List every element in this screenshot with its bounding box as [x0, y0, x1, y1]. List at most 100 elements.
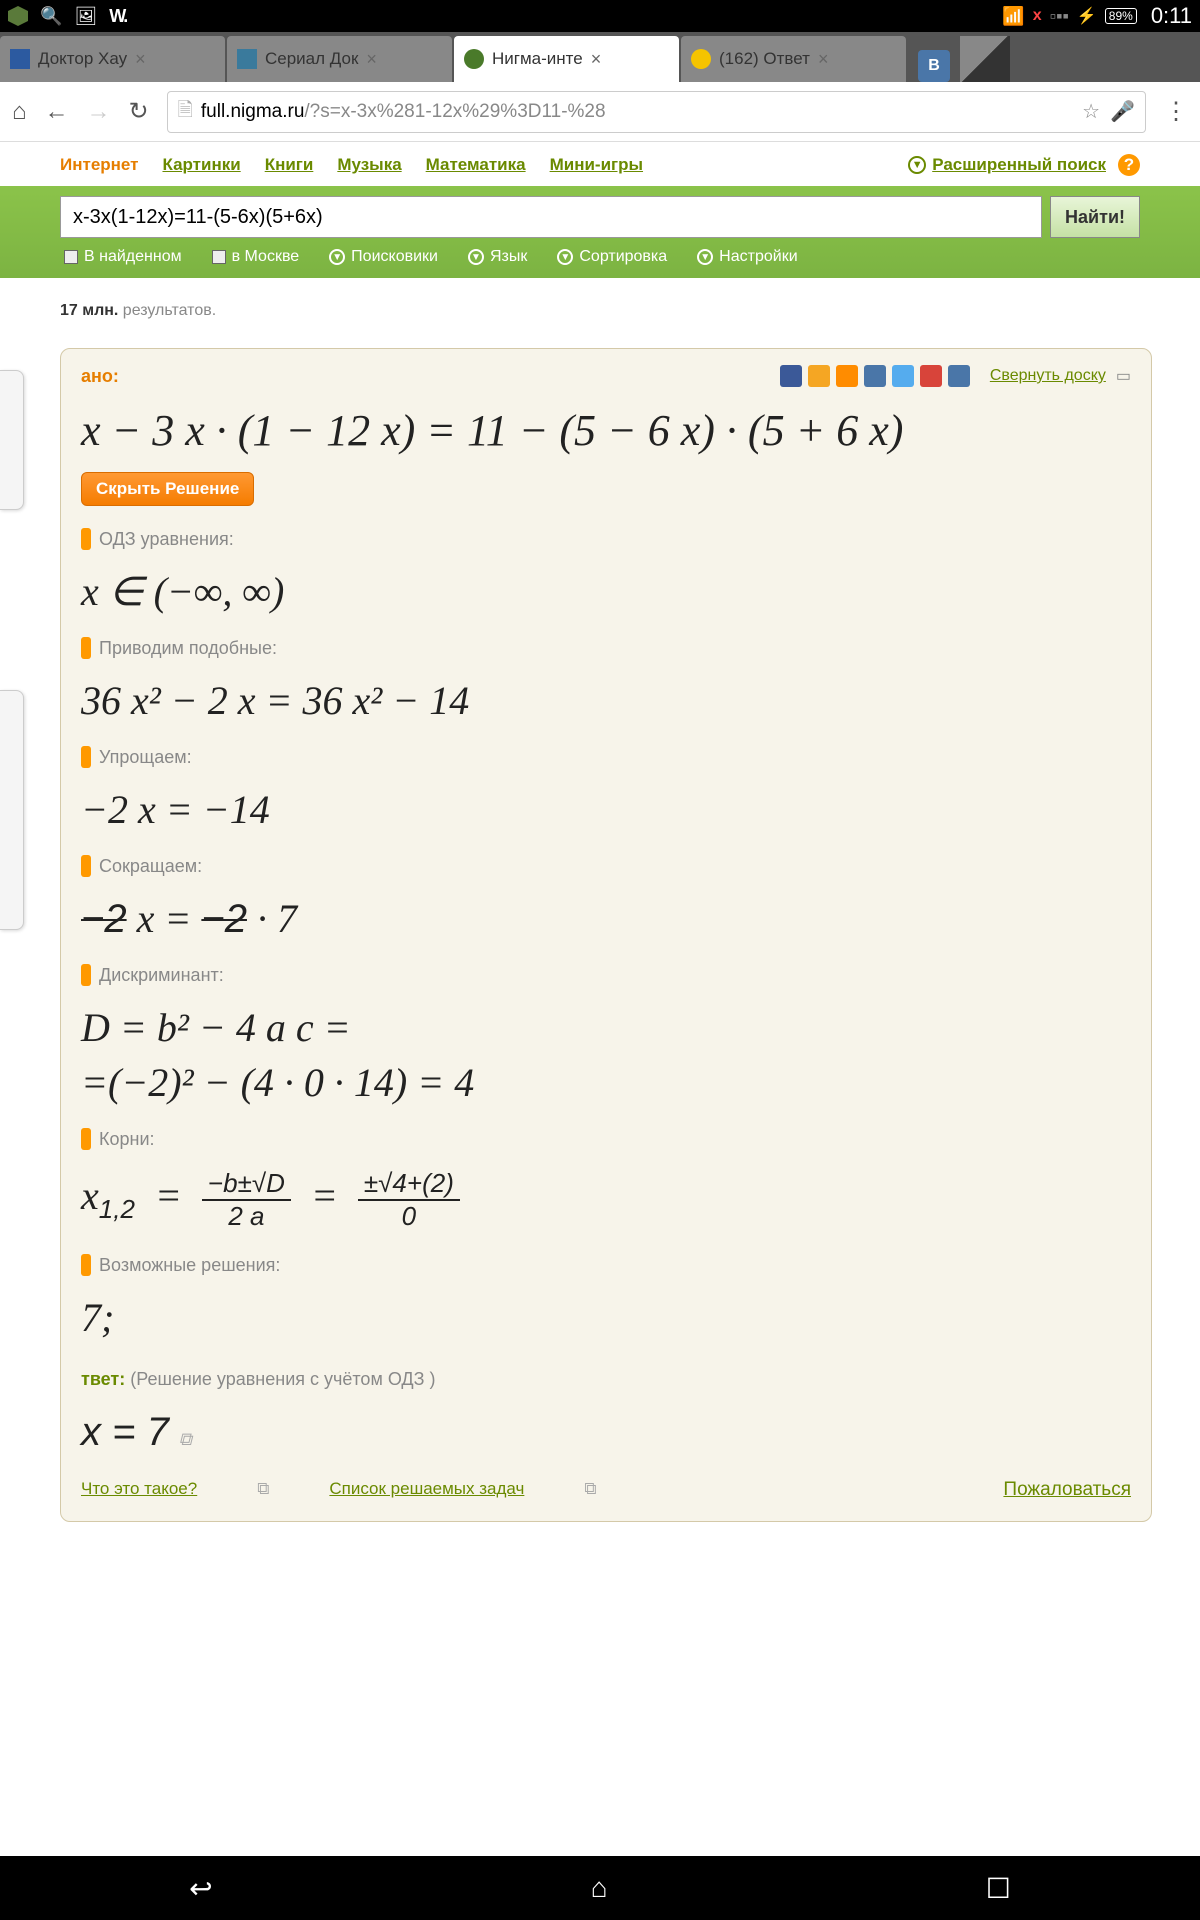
- walkman-icon: W.: [109, 6, 126, 27]
- share-vk-icon[interactable]: [948, 365, 970, 387]
- equation-step: −2 x = −2 · 7: [81, 895, 1131, 942]
- app-icon: [8, 6, 28, 26]
- nav-images[interactable]: Картинки: [162, 155, 240, 175]
- help-icon[interactable]: ?: [1118, 154, 1140, 176]
- new-tab[interactable]: [960, 36, 1010, 82]
- hide-solution-button[interactable]: Скрыть Решение: [81, 472, 254, 506]
- favicon: [10, 49, 30, 69]
- equation-disc-2: =(−2)² − (4 · 0 · 14) = 4: [81, 1059, 1131, 1106]
- share-icon[interactable]: [836, 365, 858, 387]
- filter-in-found[interactable]: В найденном: [64, 248, 182, 266]
- android-status-bar: 🔍 🖼 W. 📶 x ▫▪▪ ⚡ 89% 0:11: [0, 0, 1200, 32]
- side-tab-1[interactable]: [0, 370, 24, 510]
- equation-step: 7;: [81, 1294, 1131, 1341]
- step-label: Сокращаем:: [81, 855, 1131, 877]
- filter-engines[interactable]: ▼Поисковики: [329, 248, 438, 266]
- clock: 0:11: [1151, 3, 1192, 29]
- filter-settings[interactable]: ▼Настройки: [697, 248, 797, 266]
- nav-books[interactable]: Книги: [265, 155, 314, 175]
- tab-doctor-house[interactable]: Доктор Хау ×: [0, 36, 225, 82]
- signal-icon: ▫▪▪: [1050, 6, 1069, 27]
- home-icon[interactable]: ⌂: [12, 98, 27, 126]
- browser-toolbar: ⌂ ← → ↻ 🗎 full.nigma.ru /?s=x-3x%281-12x…: [0, 82, 1200, 142]
- complain-link[interactable]: Пожаловаться: [1003, 1479, 1131, 1501]
- filter-moscow[interactable]: в Москве: [212, 248, 300, 266]
- vk-button[interactable]: В: [918, 50, 950, 82]
- nav-music[interactable]: Музыка: [337, 155, 401, 175]
- search-icon: 🔍: [40, 6, 62, 27]
- menu-icon[interactable]: ⋮: [1164, 97, 1188, 126]
- reload-icon[interactable]: ↻: [129, 97, 149, 126]
- board-icon: ▭: [1116, 366, 1131, 386]
- close-icon[interactable]: ×: [366, 49, 377, 70]
- close-icon[interactable]: ×: [135, 49, 146, 70]
- url-input[interactable]: 🗎 full.nigma.ru /?s=x-3x%281-12x%29%3D11…: [167, 91, 1146, 133]
- task-list-link[interactable]: Список решаемых задач: [329, 1479, 524, 1501]
- share-pen-icon[interactable]: [864, 365, 886, 387]
- link-icon: ⧉: [584, 1479, 596, 1501]
- star-icon[interactable]: ☆: [1082, 99, 1100, 124]
- signal-x: x: [1033, 7, 1042, 25]
- nav-internet[interactable]: Интернет: [60, 155, 138, 175]
- close-icon[interactable]: ×: [818, 49, 829, 70]
- mic-icon[interactable]: 🎤: [1110, 99, 1135, 124]
- favicon: [237, 49, 257, 69]
- search-panel: Найти! В найденном в Москве ▼Поисковики …: [0, 186, 1200, 278]
- tab-title: Нигма-инте: [492, 49, 583, 69]
- chevron-down-icon[interactable]: ▼: [908, 156, 926, 174]
- equation-main: x − 3 x · (1 − 12 x) = 11 − (5 − 6 x) · …: [81, 405, 1131, 456]
- share-tw-icon[interactable]: [892, 365, 914, 387]
- results-header: 17 млн. результатов.: [0, 278, 1200, 332]
- tab-serial[interactable]: Сериал Док ×: [227, 36, 452, 82]
- nav-math[interactable]: Математика: [426, 155, 526, 175]
- solution-board: ано: Свернуть доску ▭ x − 3 x · (1 − 12 …: [60, 348, 1152, 1522]
- step-label: ОДЗ уравнения:: [81, 528, 1131, 550]
- step-label: Упрощаем:: [81, 746, 1131, 768]
- what-is-this-link[interactable]: Что это такое?: [81, 1479, 197, 1501]
- equation-disc-1: D = b² − 4 a c =: [81, 1004, 1131, 1051]
- filter-language[interactable]: ▼Язык: [468, 248, 527, 266]
- tab-title: Доктор Хау: [38, 49, 127, 69]
- search-filters: В найденном в Москве ▼Поисковики ▼Язык ▼…: [60, 238, 1140, 272]
- battery-level: 89%: [1105, 8, 1137, 24]
- charge-icon: ⚡: [1077, 6, 1097, 26]
- url-domain: full.nigma.ru: [201, 101, 305, 123]
- advanced-search-link[interactable]: Расширенный поиск: [932, 155, 1106, 175]
- back-button[interactable]: ↩: [189, 1872, 212, 1905]
- share-icon[interactable]: [920, 365, 942, 387]
- favicon: [691, 49, 711, 69]
- step-label: Корни:: [81, 1128, 1131, 1150]
- search-input[interactable]: [60, 196, 1042, 238]
- home-button[interactable]: ⌂: [591, 1872, 608, 1904]
- link-icon: ⧉: [257, 1479, 269, 1501]
- tab-title: Сериал Док: [265, 49, 358, 69]
- equation-step: 36 x² − 2 x = 36 x² − 14: [81, 677, 1131, 724]
- collapse-board-link[interactable]: Свернуть доску: [990, 367, 1106, 385]
- step-label: Возможные решения:: [81, 1254, 1131, 1276]
- step-label: Приводим подобные:: [81, 637, 1131, 659]
- recent-button[interactable]: ☐: [986, 1872, 1011, 1905]
- url-path: /?s=x-3x%281-12x%29%3D11-%28: [304, 101, 605, 123]
- result-count-num: 17 млн.: [60, 302, 118, 319]
- share-fb-icon[interactable]: [780, 365, 802, 387]
- board-footer: Что это такое? ⧉ Список решаемых задач ⧉…: [81, 1479, 1131, 1501]
- back-icon[interactable]: ←: [45, 98, 69, 126]
- tab-title: (162) Ответ: [719, 49, 810, 69]
- wifi-icon: 📶: [1002, 6, 1024, 27]
- share-icon[interactable]: [808, 365, 830, 387]
- copy-icon[interactable]: ⧉: [179, 1429, 192, 1449]
- close-icon[interactable]: ×: [591, 49, 602, 70]
- result-count-text: результатов.: [118, 302, 216, 319]
- forward-icon[interactable]: →: [87, 98, 111, 126]
- favicon: [464, 49, 484, 69]
- page-icon: 🗎: [178, 96, 193, 128]
- tab-answers[interactable]: (162) Ответ ×: [681, 36, 906, 82]
- tab-nigma[interactable]: Нигма-инте ×: [454, 36, 679, 82]
- filter-sort[interactable]: ▼Сортировка: [557, 248, 667, 266]
- search-button[interactable]: Найти!: [1050, 196, 1140, 238]
- side-tab-2[interactable]: [0, 690, 24, 930]
- nigma-category-nav: Интернет Картинки Книги Музыка Математик…: [0, 142, 1200, 186]
- equation-step: x ∈ (−∞, ∞): [81, 568, 1131, 615]
- equation-step: −2 x = −14: [81, 786, 1131, 833]
- nav-games[interactable]: Мини-игры: [550, 155, 643, 175]
